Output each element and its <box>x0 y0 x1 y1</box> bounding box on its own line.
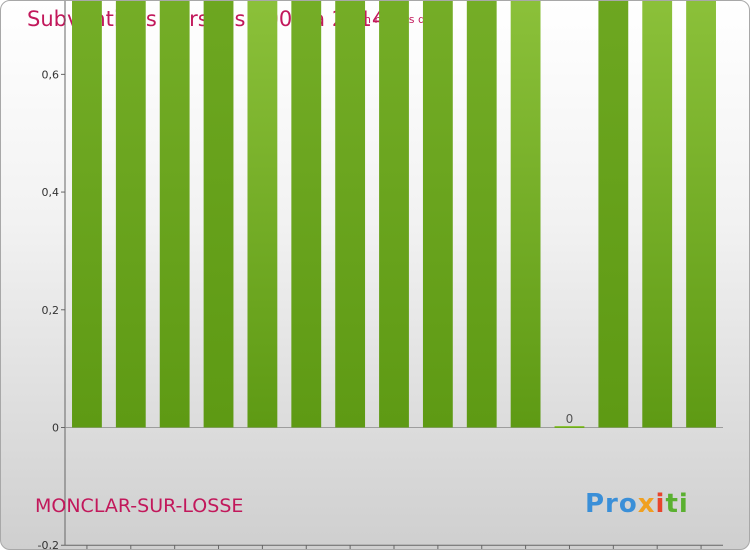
y-tick-label: 0,6 <box>42 68 60 81</box>
bar-2000 <box>72 1 102 428</box>
municipality-name: MONCLAR-SUR-LOSSE <box>35 495 244 517</box>
logo-part: x <box>637 489 656 519</box>
logo-part: i <box>655 489 666 519</box>
bar-2001 <box>115 1 146 428</box>
data-label: 0 <box>566 412 574 426</box>
bar-2013 <box>642 1 673 428</box>
y-tick-label: 0 <box>52 422 59 435</box>
y-tick-label: -0,2 <box>38 539 59 549</box>
y-tick-label: 0,2 <box>42 304 60 317</box>
y-tick-label: 0,4 <box>42 186 60 199</box>
bar-2004 <box>247 1 278 428</box>
bar-2005 <box>291 1 322 428</box>
bar-2003 <box>203 1 234 428</box>
proxiti-logo[interactable]: Proxiti <box>585 489 689 519</box>
bar-2011 <box>554 426 585 428</box>
bar-2012 <box>598 1 629 428</box>
bar-2007 <box>379 1 409 428</box>
bar-2008 <box>422 1 453 428</box>
logo-part: Pro <box>585 489 638 519</box>
bar-2002 <box>159 1 190 428</box>
bar-2006 <box>335 1 366 428</box>
bar-2009 <box>466 1 497 428</box>
logo-part: ti <box>665 489 689 519</box>
bar-2010 <box>510 1 541 428</box>
bar-2014 <box>686 1 716 428</box>
